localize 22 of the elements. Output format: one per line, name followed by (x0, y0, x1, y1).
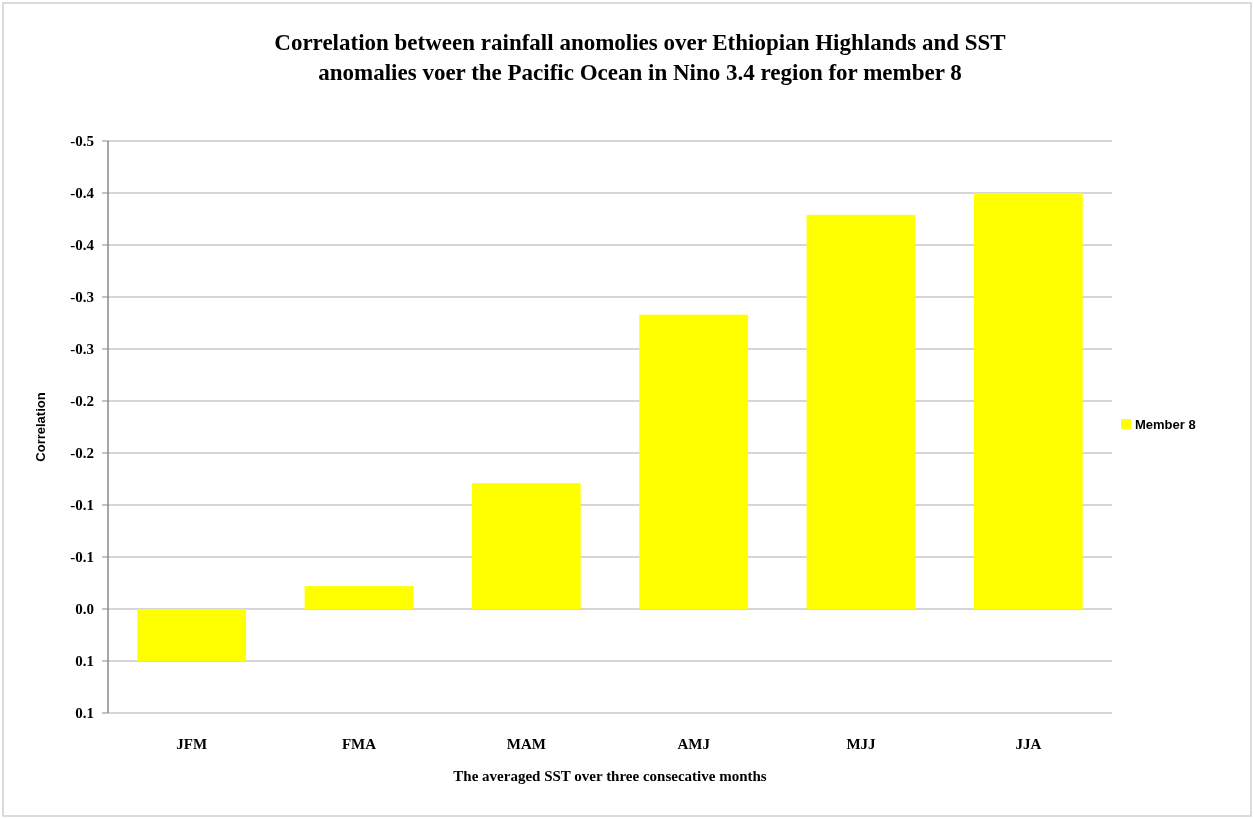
x-tick-label: JFM (176, 736, 208, 752)
x-axis-title: The averaged SST over three consecative months (453, 768, 767, 784)
y-tick-label: -0.4 (70, 237, 95, 254)
y-tick-label: 0.0 (75, 601, 94, 618)
y-tick-label: 0.1 (75, 653, 94, 670)
x-tick-label: FMA (341, 736, 377, 752)
chart-title: Correlation between rainfall anomolies over Ethiopian Highlands and SST anomalies voer the Pacific Ocean in Nino 3.4 region for member 8 (274, 30, 1006, 85)
y-tick-label: -0.2 (70, 445, 94, 462)
y-tick-label: -0.3 (70, 289, 94, 306)
x-tick-label: MJJ (846, 736, 877, 752)
y-axis-title: Correlation (33, 392, 48, 462)
y-tick-label: -0.5 (70, 133, 94, 150)
y-tick-label: 0.1 (75, 705, 94, 722)
y-tick-label: -0.1 (70, 497, 94, 514)
x-tick-label: JJA (1015, 736, 1042, 752)
y-tick-label: -0.2 (70, 393, 94, 410)
y-tick-label: -0.3 (70, 341, 94, 358)
x-tick-label: AMJ (677, 736, 711, 752)
x-tick-label: MAM (506, 736, 546, 752)
y-tick-label: -0.1 (70, 549, 94, 566)
y-tick-label: -0.4 (70, 185, 95, 202)
legend-label: Member 8 (1135, 416, 1196, 432)
